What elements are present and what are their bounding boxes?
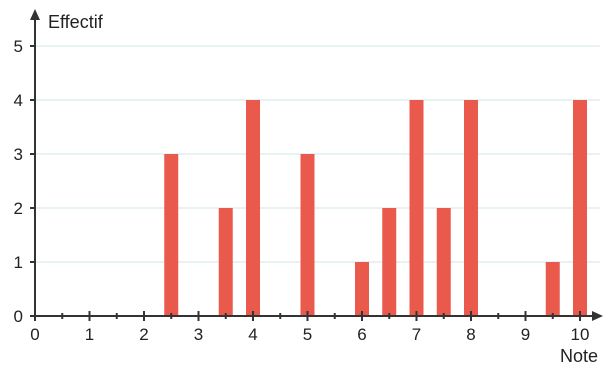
x-tick-label: 6 [357, 325, 366, 344]
ticks: 0 1 2 3 4 5 0 1 2 3 4 5 6 7 8 9 10 [14, 37, 590, 344]
x-tick-label: 4 [248, 325, 257, 344]
grid-lines [35, 45, 600, 263]
bar [355, 262, 369, 316]
bar [436, 208, 451, 316]
y-axis-arrow [30, 9, 40, 20]
x-tick-label: 5 [303, 325, 312, 344]
bar [464, 100, 478, 316]
bar [246, 100, 260, 316]
bar [409, 100, 424, 316]
x-tick-label: 7 [412, 325, 421, 344]
x-tick-label: 1 [85, 325, 94, 344]
bar [164, 154, 179, 316]
y-tick-label: 2 [14, 199, 23, 218]
y-axis-label: Effectif [48, 12, 104, 32]
bar [545, 262, 560, 316]
x-tick-label: 2 [139, 325, 148, 344]
x-tick-label: 9 [521, 325, 530, 344]
bar [382, 208, 397, 316]
x-tick-label: 10 [571, 325, 590, 344]
bar [300, 154, 315, 316]
y-tick-label: 0 [14, 307, 23, 326]
bar [573, 100, 587, 316]
x-tick-label: 0 [30, 325, 39, 344]
y-tick-label: 3 [14, 145, 23, 164]
y-tick-label: 1 [14, 253, 23, 272]
bar [218, 208, 233, 316]
axes [30, 9, 603, 321]
x-tick-label: 8 [466, 325, 475, 344]
x-axis-label: Note [560, 346, 598, 366]
y-tick-label: 4 [14, 91, 23, 110]
x-axis-arrow [592, 311, 603, 321]
bars [164, 100, 587, 316]
y-tick-label: 5 [14, 37, 23, 56]
x-tick-label: 3 [194, 325, 203, 344]
